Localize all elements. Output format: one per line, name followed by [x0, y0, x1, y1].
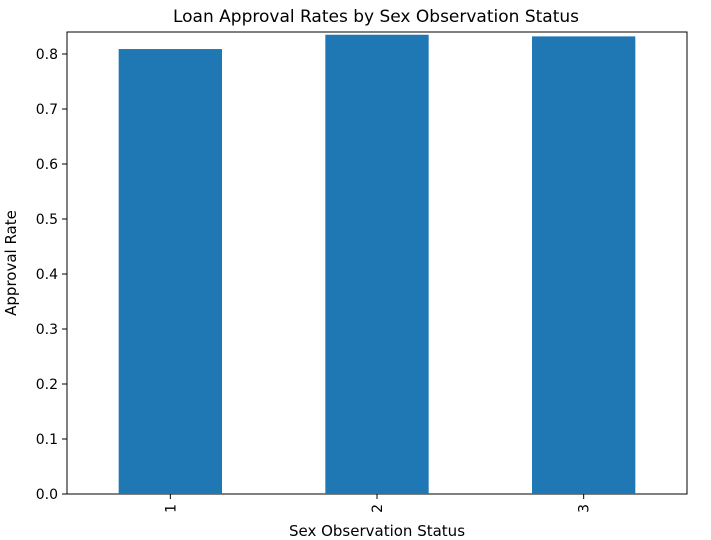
chart-title: Loan Approval Rates by Sex Observation S… — [173, 7, 579, 27]
y-tick-label: 0.3 — [36, 322, 58, 338]
y-tick-label: 0.6 — [36, 157, 58, 173]
y-tick-label: 0.2 — [36, 377, 58, 393]
x-tick-label: 1 — [163, 504, 179, 513]
x-tick-label: 2 — [370, 504, 386, 513]
y-axis: 0.0 0.1 0.2 0.3 0.4 0.5 0.6 0.7 0.8 — [36, 47, 67, 503]
y-tick-label: 0.8 — [36, 47, 58, 63]
x-axis: 1 2 3 — [163, 494, 593, 513]
x-tick-label: 3 — [577, 504, 593, 513]
y-tick-label: 0.1 — [36, 432, 58, 448]
y-tick-label: 0.0 — [36, 487, 58, 503]
bar-1 — [118, 49, 222, 495]
bar-2 — [325, 34, 429, 494]
y-axis-label: Approval Rate — [2, 210, 20, 316]
bars-group — [118, 34, 636, 495]
y-tick-label: 0.5 — [36, 212, 58, 228]
plot-area: 0.0 0.1 0.2 0.3 0.4 0.5 0.6 0.7 0.8 1 2 3 — [36, 31, 688, 513]
y-tick-label: 0.7 — [36, 102, 58, 118]
x-axis-label: Sex Observation Status — [289, 522, 465, 540]
y-tick-label: 0.4 — [36, 267, 58, 283]
bar-3 — [532, 36, 636, 495]
